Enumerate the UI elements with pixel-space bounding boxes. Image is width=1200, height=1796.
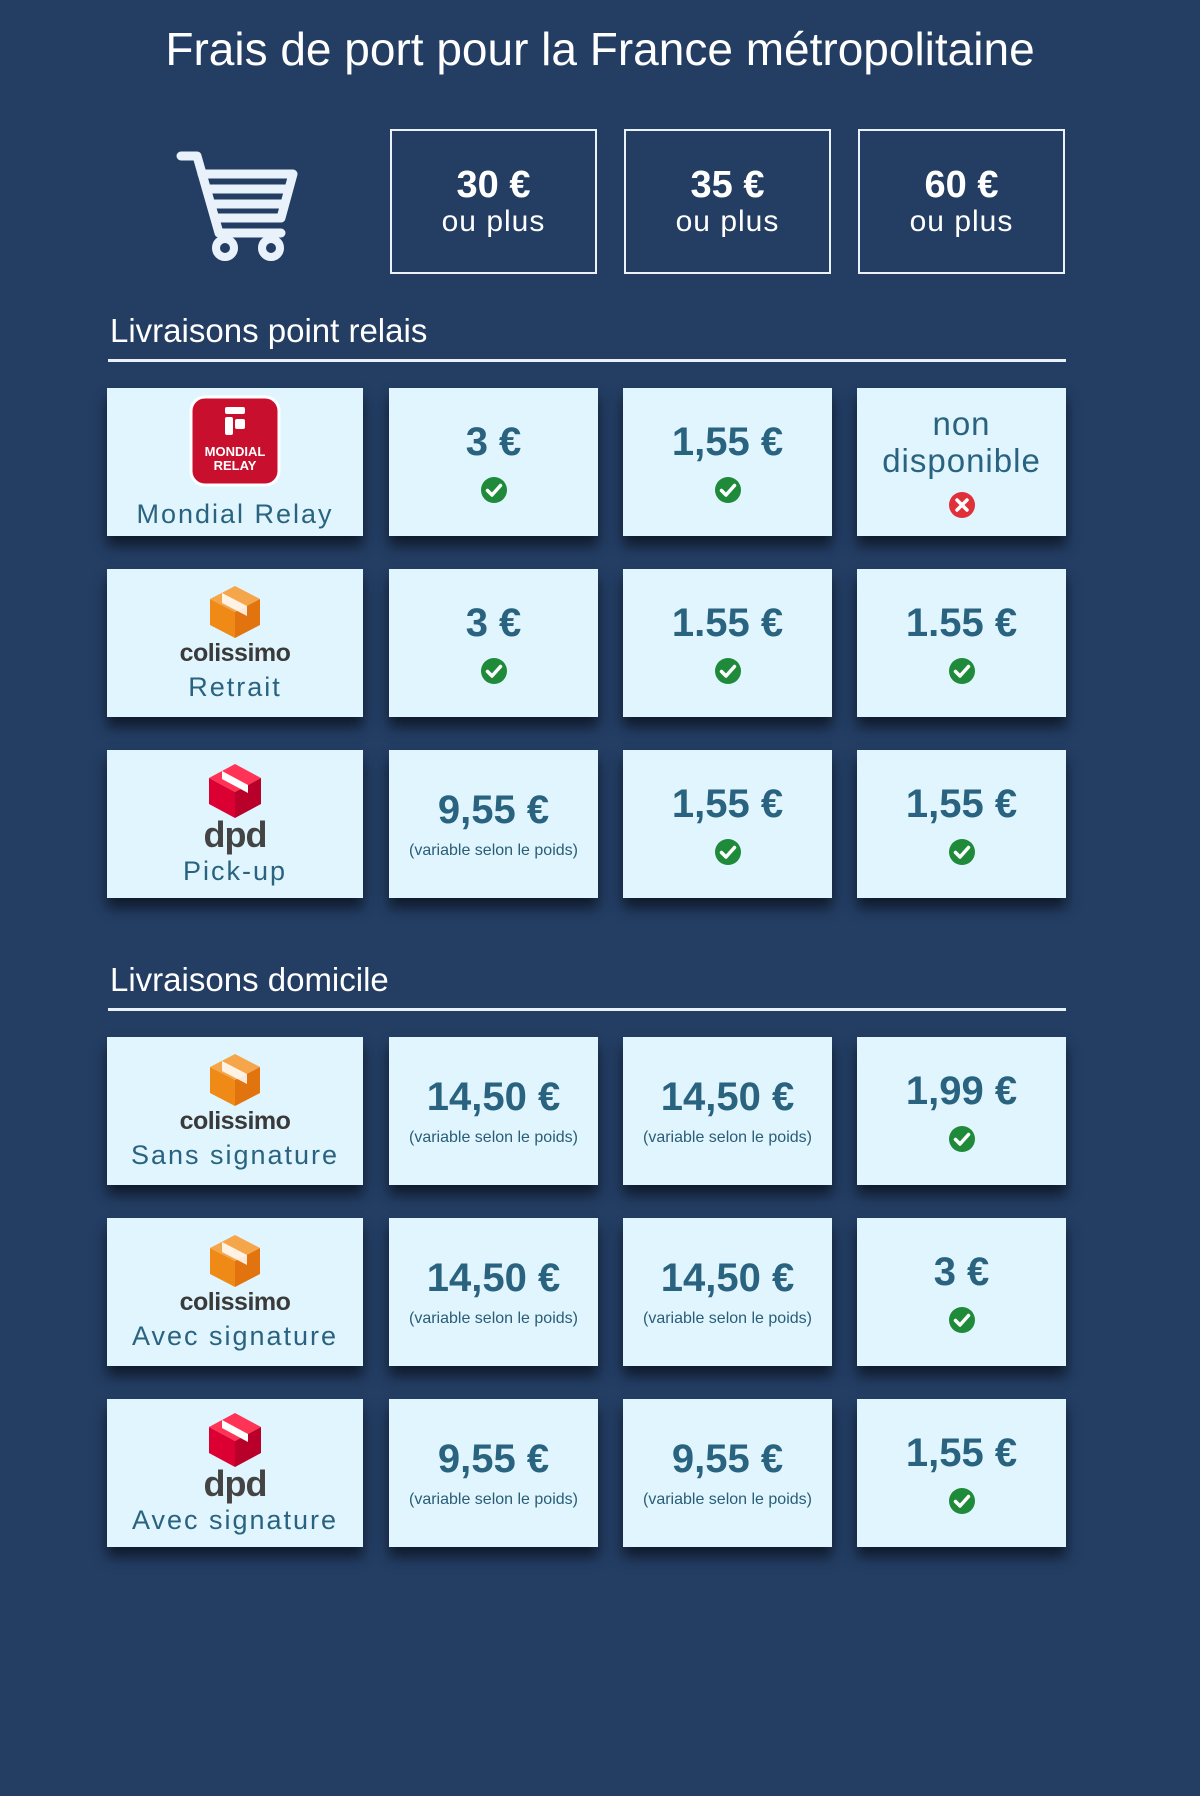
price-note: (variable selon le poids)	[643, 1310, 812, 1327]
available-check-icon	[714, 658, 741, 684]
price-card: 9,55 € (variable selon le poids)	[389, 1399, 598, 1547]
available-check-icon	[948, 1126, 975, 1152]
carrier-card: dpd Avec signature	[107, 1399, 363, 1547]
available-check-icon	[714, 477, 741, 503]
price-note: (variable selon le poids)	[643, 1129, 812, 1146]
mondial-relay-logo: MONDIAL RELAY	[189, 395, 281, 493]
price-note: (variable selon le poids)	[409, 1129, 578, 1146]
price-card: 3 €	[857, 1218, 1066, 1366]
carrier-card: colissimo Retrait	[107, 569, 363, 717]
carrier-label: Avec signature	[131, 1320, 339, 1351]
price-value: 3 €	[465, 601, 522, 645]
unavailable-text: non disponible	[882, 405, 1041, 479]
carrier-card: colissimo Avec signature	[107, 1218, 363, 1366]
price-card: 1,99 €	[857, 1037, 1066, 1185]
price-card: 14,50 € (variable selon le poids)	[389, 1037, 598, 1185]
price-value: 1,99 €	[905, 1069, 1018, 1113]
carrier-card: MONDIAL RELAY Mondial Relay	[107, 388, 363, 536]
threshold-label: ou plus	[441, 204, 546, 238]
threshold-30: 30 € ou plus	[390, 129, 597, 274]
price-value: 3 €	[933, 1250, 990, 1294]
threshold-label: ou plus	[909, 204, 1014, 238]
threshold-35: 35 € ou plus	[624, 129, 831, 274]
price-card: 14,50 € (variable selon le poids)	[389, 1218, 598, 1366]
colissimo-wordmark: colissimo	[179, 1287, 291, 1316]
price-card: 1.55 €	[857, 569, 1066, 717]
dpd-wordmark: dpd	[203, 1462, 268, 1504]
colissimo-wordmark: colissimo	[179, 1106, 291, 1135]
price-card: 1,55 €	[623, 388, 832, 536]
price-value: 9,55 €	[671, 1437, 784, 1481]
price-card: non disponible	[857, 388, 1066, 536]
price-value: 9,55 €	[437, 788, 550, 832]
price-value: 1,55 €	[671, 420, 784, 464]
carrier-label: Retrait	[188, 671, 282, 702]
shopping-cart-icon	[175, 148, 300, 263]
price-value: 1.55 €	[671, 601, 784, 645]
colissimo-logo: colissimo	[180, 584, 291, 666]
price-value: 1,55 €	[671, 782, 784, 826]
available-check-icon	[480, 658, 507, 684]
carrier-card: dpd Pick-up	[107, 750, 363, 898]
price-card: 14,50 € (variable selon le poids)	[623, 1218, 832, 1366]
price-note: (variable selon le poids)	[409, 842, 578, 859]
available-check-icon	[948, 658, 975, 684]
price-card: 3 €	[389, 569, 598, 717]
mondial-relay-wordmark: MONDIAL RELAY	[204, 443, 266, 473]
price-value: 14,50 €	[660, 1075, 795, 1119]
colissimo-logo: colissimo	[180, 1052, 291, 1134]
price-value: 1.55 €	[905, 601, 1018, 645]
section-title-relais: Livraisons point relais	[110, 312, 428, 349]
threshold-60: 60 € ou plus	[858, 129, 1065, 274]
dpd-wordmark: dpd	[203, 813, 268, 855]
available-check-icon	[948, 1307, 975, 1333]
section-divider	[108, 1008, 1066, 1011]
dpd-logo: dpd	[203, 762, 268, 855]
carrier-label: Mondial Relay	[136, 498, 334, 529]
threshold-amount: 60 €	[924, 163, 999, 206]
price-value: 14,50 €	[426, 1256, 561, 1300]
price-card: 14,50 € (variable selon le poids)	[623, 1037, 832, 1185]
price-note: (variable selon le poids)	[643, 1491, 812, 1508]
unavailable-cross-icon	[948, 492, 975, 518]
price-card: 9,55 € (variable selon le poids)	[623, 1399, 832, 1547]
price-value: 1,55 €	[905, 1431, 1018, 1475]
price-card: 1,55 €	[857, 750, 1066, 898]
available-check-icon	[948, 1488, 975, 1514]
price-card: 1,55 €	[857, 1399, 1066, 1547]
price-card: 9,55 € (variable selon le poids)	[389, 750, 598, 898]
price-value: 1,55 €	[905, 782, 1018, 826]
page-title: Frais de port pour la France métropolita…	[165, 23, 1035, 75]
available-check-icon	[714, 839, 741, 865]
section-title-domicile: Livraisons domicile	[110, 961, 389, 998]
carrier-label: Pick-up	[182, 855, 288, 886]
carrier-card: colissimo Sans signature	[107, 1037, 363, 1185]
available-check-icon	[948, 839, 975, 865]
colissimo-logo: colissimo	[180, 1233, 291, 1315]
price-value: 3 €	[465, 420, 522, 464]
dpd-logo: dpd	[203, 1411, 268, 1504]
carrier-label: Sans signature	[130, 1139, 340, 1170]
colissimo-wordmark: colissimo	[179, 638, 291, 667]
section-divider	[108, 359, 1066, 362]
price-card: 1,55 €	[623, 750, 832, 898]
threshold-amount: 35 €	[690, 163, 765, 206]
price-note: (variable selon le poids)	[409, 1310, 578, 1327]
threshold-label: ou plus	[675, 204, 780, 238]
price-value: 14,50 €	[426, 1075, 561, 1119]
threshold-amount: 30 €	[456, 163, 531, 206]
price-card: 3 €	[389, 388, 598, 536]
carrier-label: Avec signature	[131, 1504, 339, 1535]
price-note: (variable selon le poids)	[409, 1491, 578, 1508]
price-value: 14,50 €	[660, 1256, 795, 1300]
price-card: 1.55 €	[623, 569, 832, 717]
price-value: 9,55 €	[437, 1437, 550, 1481]
available-check-icon	[480, 477, 507, 503]
